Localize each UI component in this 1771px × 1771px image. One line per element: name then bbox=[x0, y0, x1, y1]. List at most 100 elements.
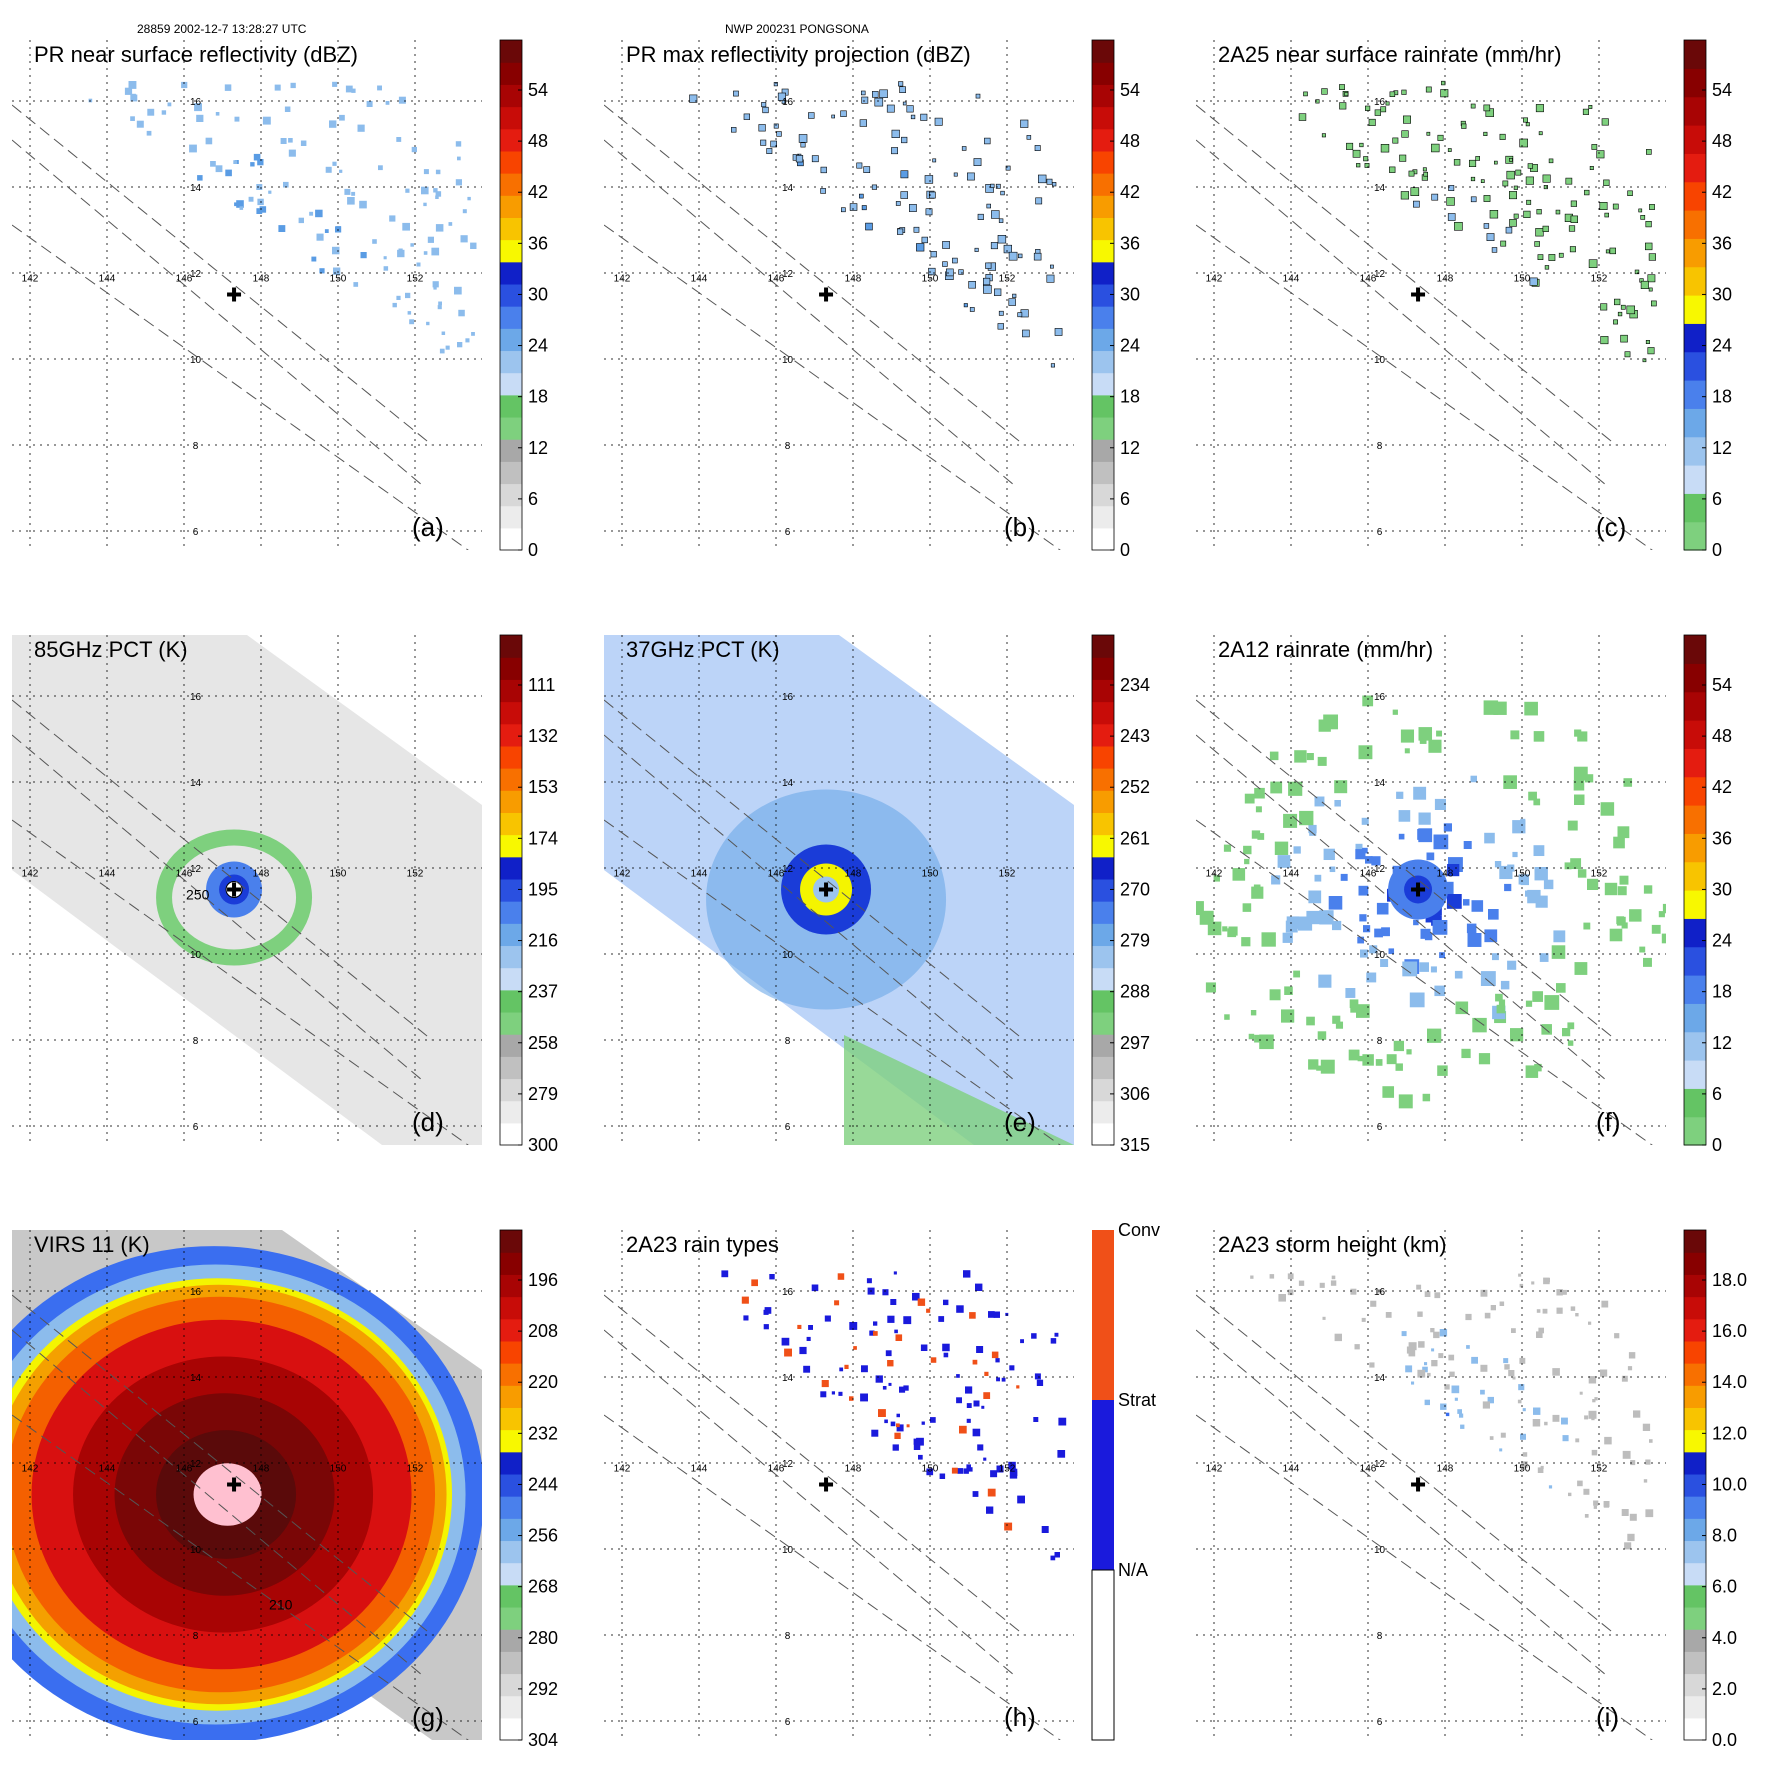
colorbar-segment bbox=[1092, 834, 1114, 858]
data-cell bbox=[1520, 876, 1530, 886]
colorbar-tick: 288 bbox=[1120, 982, 1150, 1002]
data-cell bbox=[1510, 1028, 1524, 1042]
data-cell bbox=[1359, 142, 1364, 148]
data-cell bbox=[1577, 1480, 1583, 1487]
colorbar-segment bbox=[1684, 1003, 1706, 1033]
data-cell bbox=[1444, 1384, 1450, 1390]
colorbar-tick: 12.0 bbox=[1712, 1423, 1747, 1443]
data-cell bbox=[1298, 1280, 1305, 1286]
colorbar-segment bbox=[1684, 125, 1706, 154]
data-cell bbox=[1505, 226, 1513, 234]
colorbar-segment bbox=[1092, 439, 1114, 462]
panel-letter: (c) bbox=[1596, 512, 1626, 542]
data-cell bbox=[1334, 780, 1348, 794]
data-cell bbox=[1529, 277, 1538, 286]
data-cell bbox=[1374, 928, 1383, 938]
data-cell bbox=[1480, 1389, 1485, 1395]
data-cell bbox=[1591, 1449, 1598, 1456]
lat-label-16: 16 bbox=[1374, 97, 1386, 108]
data-cell bbox=[1316, 1065, 1322, 1071]
data-cell bbox=[1054, 1552, 1060, 1558]
data-cell bbox=[1417, 1311, 1423, 1317]
data-cell bbox=[1600, 802, 1615, 816]
data-cell bbox=[1507, 960, 1517, 970]
lon-label-144: 144 bbox=[99, 1464, 116, 1475]
data-cell bbox=[1548, 158, 1554, 164]
colorbar-segment bbox=[500, 483, 522, 507]
colorbar-tick: 2.0 bbox=[1712, 1679, 1737, 1699]
data-cell bbox=[256, 184, 263, 190]
data-cell bbox=[973, 1400, 980, 1407]
swath-edge-2 bbox=[604, 139, 1015, 486]
colorbar-segment bbox=[1684, 1451, 1706, 1475]
data-cell bbox=[1525, 1000, 1533, 1007]
panel-c: 142 144 146 148 150 152 16 14 12 10 8 6 2A25 near su… bbox=[1196, 39, 1732, 560]
data-cell bbox=[1182, 888, 1192, 898]
data-cell bbox=[1624, 1542, 1632, 1550]
swath-edge-1 bbox=[604, 1294, 1025, 1636]
data-cell bbox=[899, 1386, 906, 1393]
data-cell bbox=[996, 1465, 1004, 1473]
colorbar-tick: Strat bbox=[1118, 1390, 1156, 1410]
data-cell bbox=[985, 184, 994, 193]
colorbar-tick: 174 bbox=[528, 828, 558, 848]
data-cell bbox=[795, 155, 804, 163]
lat-label-14: 14 bbox=[1374, 1373, 1386, 1384]
colorbar-tick: 244 bbox=[528, 1474, 558, 1494]
lat-label-10: 10 bbox=[782, 1545, 794, 1556]
data-cell bbox=[894, 1329, 898, 1334]
data-cell bbox=[982, 285, 992, 294]
data-cell bbox=[1401, 1331, 1407, 1337]
data-cell bbox=[167, 102, 172, 107]
data-cell bbox=[448, 222, 453, 226]
data-cell bbox=[1570, 1306, 1576, 1311]
data-cell bbox=[1588, 105, 1593, 109]
data-cell bbox=[1448, 1354, 1455, 1361]
colorbar-segment bbox=[500, 1518, 522, 1542]
contour-label: 210 bbox=[269, 1597, 293, 1613]
data-cell bbox=[800, 142, 806, 148]
panel-letter: (d) bbox=[412, 1107, 444, 1137]
data-cell bbox=[1532, 1419, 1541, 1427]
data-cell bbox=[1504, 883, 1512, 892]
data-cell bbox=[1389, 166, 1396, 173]
data-cell bbox=[385, 101, 390, 105]
data-cell bbox=[256, 208, 263, 214]
colorbar-segment bbox=[1684, 1473, 1706, 1497]
lon-label-146: 146 bbox=[176, 869, 193, 880]
data-cell bbox=[1489, 1436, 1494, 1440]
colorbar-segment bbox=[1684, 1540, 1706, 1564]
data-cell bbox=[873, 1331, 878, 1336]
lon-label-148: 148 bbox=[845, 1464, 862, 1475]
colorbar-tick: 0.0 bbox=[1712, 1730, 1737, 1750]
colorbar: 196 208 220 232 244 256 268 280 292 304 bbox=[499, 1229, 558, 1750]
colorbar-conv bbox=[1092, 1230, 1114, 1400]
data-cell bbox=[972, 1491, 979, 1497]
data-cell bbox=[1420, 928, 1431, 939]
data-cell bbox=[1470, 196, 1477, 203]
data-cell bbox=[1506, 170, 1515, 180]
data-cell bbox=[1533, 798, 1541, 806]
data-cell bbox=[1334, 1333, 1342, 1342]
colorbar-segment bbox=[500, 768, 522, 791]
data-cell bbox=[1447, 213, 1456, 221]
data-cell bbox=[130, 116, 135, 121]
data-cell bbox=[1645, 149, 1652, 155]
data-cell bbox=[1308, 824, 1317, 834]
data-cell bbox=[1532, 991, 1544, 1002]
colorbar-tick: 208 bbox=[528, 1321, 558, 1341]
colorbar-segment bbox=[500, 1385, 522, 1408]
data-cell bbox=[1594, 1397, 1598, 1401]
lon-label-144: 144 bbox=[1283, 869, 1300, 880]
colorbar-segment bbox=[500, 1651, 522, 1675]
data-cell bbox=[976, 1346, 984, 1353]
data-cell bbox=[1613, 836, 1625, 849]
data-cell bbox=[455, 179, 462, 186]
data-cell bbox=[758, 124, 766, 132]
colorbar-segment bbox=[1684, 1695, 1706, 1719]
data-cell bbox=[1398, 1094, 1413, 1109]
data-cell bbox=[1508, 1370, 1515, 1377]
data-cell bbox=[1548, 1485, 1553, 1489]
data-cell bbox=[1461, 1048, 1471, 1059]
data-cell bbox=[1596, 150, 1605, 159]
